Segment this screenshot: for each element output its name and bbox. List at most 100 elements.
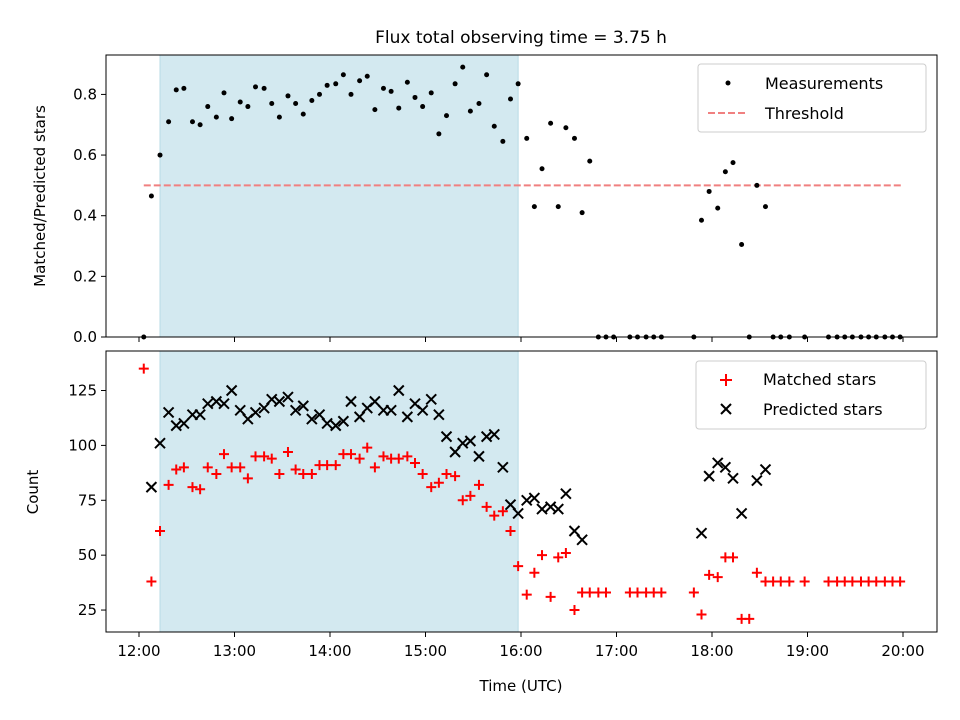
predicted-star-point	[712, 457, 724, 469]
measurement-point	[340, 72, 346, 78]
measurement-point	[587, 158, 593, 164]
matched-star-point	[799, 576, 810, 587]
measurement-point	[181, 85, 187, 91]
measurement-point	[309, 97, 315, 103]
measurement-point	[173, 87, 179, 93]
matched-star-point	[187, 482, 198, 493]
predicted-star-point	[345, 395, 357, 408]
top-legend: Measurements Threshold	[697, 63, 927, 133]
matched-star-point	[895, 576, 906, 587]
matched-star-point	[704, 569, 715, 580]
predicted-star-point	[306, 413, 318, 425]
matched-star-point	[306, 468, 317, 479]
matched-star-point	[569, 605, 580, 616]
matched-star-point	[871, 576, 882, 587]
measurement-point	[157, 152, 163, 158]
predicted-star-point	[273, 395, 286, 408]
matched-star-point	[330, 460, 341, 471]
matched-star-point	[553, 552, 564, 563]
measurement-point	[563, 125, 569, 131]
predicted-star-point	[416, 404, 429, 416]
x-tick-label: 17:00	[595, 642, 638, 660]
matched-star-point	[155, 526, 166, 537]
matched-star-point	[322, 460, 333, 471]
matched-star-point	[696, 609, 707, 620]
matched-star-point	[171, 464, 182, 475]
measurement-point	[221, 90, 227, 96]
measurement-point	[715, 205, 721, 211]
chart-title: Flux total observing time = 3.75 h	[375, 28, 667, 48]
measurements-points	[141, 64, 903, 340]
matched-star-point	[282, 446, 293, 457]
measurement-point	[722, 169, 728, 175]
matched-star-point	[163, 479, 174, 490]
matched-star-point	[600, 587, 611, 598]
predicted-star-point	[512, 507, 524, 520]
measurement-point	[285, 93, 291, 99]
matched-star-point	[529, 567, 540, 578]
measurement-point	[571, 135, 577, 141]
matched-star-point	[545, 591, 556, 602]
predicted-star-point	[289, 404, 302, 416]
predicted-star-point	[488, 428, 500, 441]
matched-star-point	[393, 453, 404, 464]
matched-star-point	[497, 506, 508, 517]
measurement-point	[300, 111, 306, 117]
top-legend-box	[697, 63, 927, 133]
measurement-point	[452, 81, 458, 87]
predicted-star-point	[536, 503, 548, 515]
y-tick-label: 0.2	[73, 267, 97, 285]
y-tick-label: 50	[78, 546, 97, 564]
measurement-point	[460, 64, 466, 70]
measurement-point	[372, 107, 378, 113]
matched-star-point	[178, 462, 189, 473]
bottom-legend: Matched stars Predicted stars	[695, 360, 927, 430]
measurement-point	[213, 114, 219, 120]
measurement-point	[412, 94, 418, 100]
x-tick-label: 14:00	[308, 642, 351, 660]
measurement-point	[388, 88, 394, 94]
matched-star-point	[250, 451, 261, 462]
measurement-point	[524, 135, 530, 141]
measurement-point	[166, 119, 172, 125]
measurement-point	[491, 123, 497, 129]
measurement-point	[539, 166, 545, 172]
predicted-star-point	[401, 411, 414, 423]
measurement-point	[276, 114, 282, 120]
top-observing-region	[159, 54, 519, 338]
measurement-point	[189, 119, 195, 125]
measurement-point	[324, 82, 330, 88]
measurement-point	[269, 101, 275, 107]
predicted-star-point	[225, 384, 238, 397]
measurement-point	[467, 108, 473, 114]
legend-predicted-marker	[720, 403, 732, 415]
predicted-star-point	[440, 430, 453, 443]
predicted-star-point	[719, 461, 732, 474]
matched-star-point	[521, 589, 532, 600]
measurement-point	[420, 104, 426, 110]
bottom-legend-box	[695, 360, 927, 430]
x-tick-label: 13:00	[213, 642, 256, 660]
matched-star-point	[290, 464, 301, 475]
x-tick-label: 15:00	[404, 642, 447, 660]
measurement-point	[500, 138, 506, 144]
matched-star-point	[202, 462, 213, 473]
predicted-star-point	[202, 397, 214, 410]
matched-star-point	[274, 468, 285, 479]
measurement-point	[730, 160, 736, 166]
matched-star-point	[584, 587, 595, 598]
measurement-point	[706, 188, 712, 194]
matched-star-point	[235, 462, 246, 473]
measurement-point	[739, 242, 745, 248]
matched-star-point	[362, 442, 373, 453]
y-tick-label: 125	[68, 382, 97, 400]
y-tick-label: 75	[78, 491, 97, 509]
x-tick-label: 20:00	[881, 642, 924, 660]
matched-star-point	[465, 490, 476, 501]
predicted-star-point	[497, 461, 509, 474]
measurement-point	[261, 85, 267, 91]
predicted-star-point	[759, 463, 772, 476]
measurement-point	[762, 204, 768, 210]
bottom-x-ticks: 12:00 13:00 14:00 15:00 16:00 17:00 18:00 19:00…	[117, 632, 925, 660]
